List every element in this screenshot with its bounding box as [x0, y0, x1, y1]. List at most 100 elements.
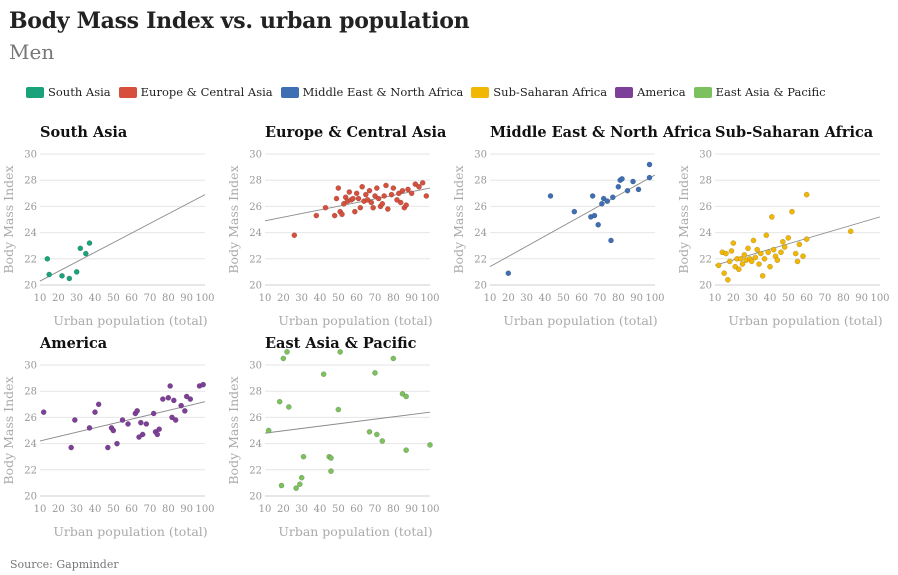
x-tick-label: 70 [369, 504, 382, 515]
data-point [150, 410, 157, 417]
y-tick-label: 20 [24, 492, 37, 503]
data-point [726, 258, 733, 265]
x-tick-label: 80 [837, 293, 850, 304]
data-point [136, 434, 142, 440]
data-point [372, 193, 378, 199]
x-tick-label: 10 [34, 504, 47, 515]
y-tick-label: 20 [474, 281, 487, 292]
x-axis-label: Urban population (total) [728, 313, 882, 328]
data-point [630, 178, 636, 185]
data-point [375, 195, 382, 202]
x-tick-label: 20 [52, 293, 65, 304]
data-point [800, 253, 806, 260]
data-point [505, 270, 512, 277]
legend-swatch [693, 86, 712, 98]
data-point [397, 199, 404, 206]
x-tick-label: 100 [195, 293, 214, 304]
legend-swatch [118, 86, 137, 98]
y-tick-label: 30 [474, 150, 487, 161]
x-axis-label: Urban population (total) [503, 313, 657, 328]
legend-item[interactable]: South Asia [26, 85, 111, 99]
data-point [125, 421, 131, 427]
x-tick-label: 60 [350, 504, 363, 515]
x-tick-label: 80 [162, 504, 175, 515]
panel-title: South Asia [40, 124, 128, 141]
data-point [379, 438, 386, 444]
data-point [803, 236, 810, 242]
x-tick-label: 50 [557, 293, 570, 304]
legend-item[interactable]: Middle East & North Africa [280, 85, 463, 99]
data-point [619, 176, 625, 182]
legend-item[interactable]: America [615, 85, 686, 99]
data-point [110, 427, 117, 434]
data-point [359, 183, 366, 190]
data-point [353, 190, 360, 197]
data-point [169, 414, 175, 421]
data-point [82, 250, 89, 257]
data-point [635, 186, 642, 193]
x-tick-label: 40 [539, 293, 552, 304]
y-tick-label: 26 [474, 202, 487, 213]
data-point [40, 409, 47, 416]
y-axis-label: Body Mass Index [451, 165, 466, 273]
data-point [754, 246, 761, 253]
x-tick-label: 90 [405, 293, 418, 304]
data-point [608, 237, 614, 244]
data-point [759, 272, 766, 279]
data-point [104, 444, 111, 451]
y-axis-label: Body Mass Index [676, 165, 691, 273]
y-tick-label: 24 [24, 439, 37, 450]
data-point [293, 485, 300, 491]
legend-label: East Asia & Pacific [715, 85, 826, 99]
data-point [763, 232, 770, 239]
data-point [646, 174, 653, 181]
data-point [59, 272, 65, 279]
x-tick-label: 40 [314, 293, 327, 304]
data-point [373, 431, 380, 438]
data-point [379, 200, 386, 207]
x-tick-label: 60 [125, 504, 138, 515]
data-point [609, 194, 616, 201]
data-point [756, 261, 762, 267]
legend-item[interactable]: Europe & Central Asia [118, 85, 273, 99]
data-point [721, 270, 728, 277]
x-tick-label: 10 [484, 293, 497, 304]
data-point [373, 185, 380, 191]
data-point [399, 390, 406, 397]
x-tick-label: 100 [420, 504, 439, 515]
trendline [489, 174, 656, 268]
x-tick-label: 100 [420, 293, 439, 304]
data-point [46, 271, 53, 278]
data-point [139, 431, 146, 438]
data-point [723, 250, 729, 257]
x-tick-label: 40 [764, 293, 777, 304]
data-point [384, 206, 391, 212]
data-point [362, 191, 369, 198]
x-tick-label: 50 [332, 504, 345, 515]
data-point [591, 212, 598, 219]
x-tick-label: 30 [520, 293, 533, 304]
y-tick-label: 20 [249, 281, 262, 292]
legend-item[interactable]: East Asia & Pacific [693, 85, 826, 99]
data-point [403, 202, 410, 208]
data-point [68, 444, 75, 451]
data-point [427, 442, 433, 448]
data-point [730, 240, 737, 246]
data-point [92, 409, 98, 416]
data-point [350, 195, 356, 202]
y-tick-label: 20 [699, 281, 712, 292]
data-point [370, 204, 377, 211]
data-point [200, 381, 207, 388]
trendline [264, 411, 431, 434]
data-point [728, 248, 735, 254]
legend-item[interactable]: Sub-Saharan Africa [471, 85, 607, 99]
x-tick-label: 40 [89, 504, 102, 515]
data-point [366, 428, 373, 435]
y-tick-label: 22 [699, 254, 712, 265]
data-point [346, 189, 353, 195]
data-point [183, 393, 190, 400]
data-point [77, 245, 84, 252]
data-point [364, 197, 371, 203]
x-tick-label: 50 [332, 293, 345, 304]
